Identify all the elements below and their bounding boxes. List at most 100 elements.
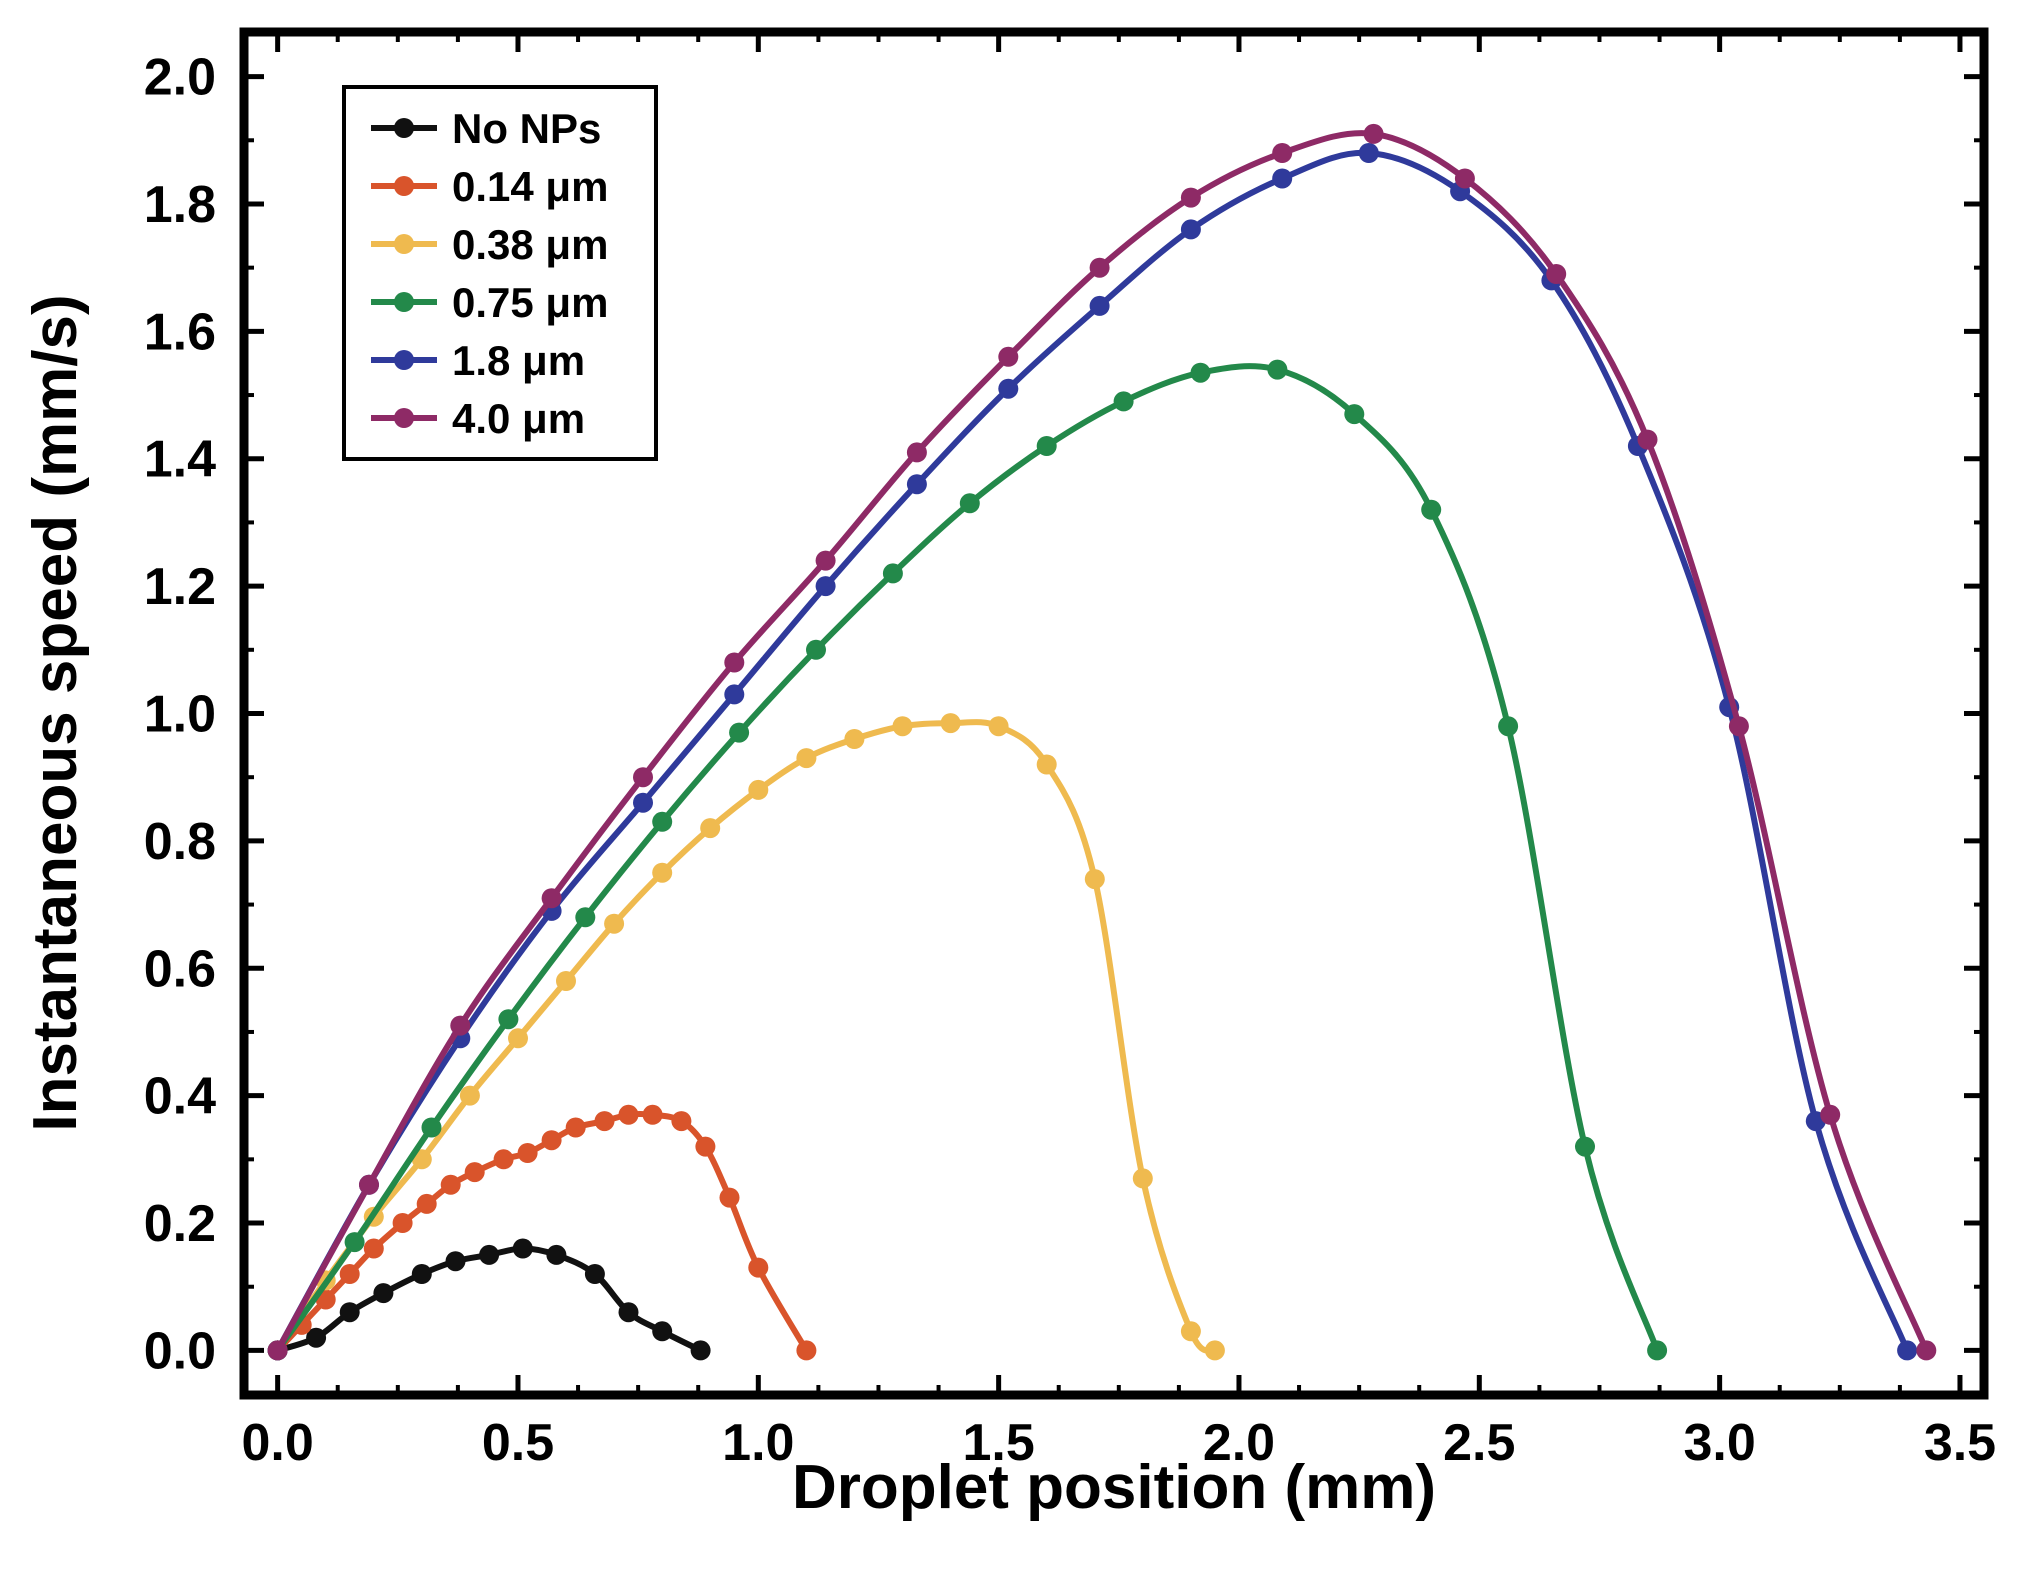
data-point xyxy=(411,1264,432,1284)
data-point xyxy=(748,779,769,800)
legend-item: 0.38 μm xyxy=(371,221,608,268)
x-tick-label: 3.5 xyxy=(1924,1414,1996,1472)
data-point xyxy=(1132,1168,1153,1189)
data-point xyxy=(359,1174,379,1195)
data-point xyxy=(719,1187,740,1208)
y-tick-label: 1.2 xyxy=(144,558,216,616)
data-point xyxy=(1089,257,1110,278)
data-point xyxy=(1344,404,1365,425)
legend-label: 4.0 μm xyxy=(452,395,585,442)
data-point xyxy=(1421,499,1442,520)
data-point xyxy=(652,1321,673,1342)
data-point xyxy=(344,1232,365,1253)
legend-item: 0.75 μm xyxy=(371,279,608,326)
legend-label: 0.38 μm xyxy=(452,221,608,268)
data-point xyxy=(373,1283,394,1304)
data-point xyxy=(541,888,562,909)
x-tick-label: 1.5 xyxy=(962,1414,1034,1472)
data-point xyxy=(1546,264,1567,284)
legend-label: 0.75 μm xyxy=(452,279,608,326)
data-point xyxy=(724,684,745,705)
legend-marker xyxy=(394,408,414,428)
data-point xyxy=(1498,716,1519,737)
data-point xyxy=(1575,1136,1595,1157)
legend-marker xyxy=(394,350,414,370)
data-point xyxy=(459,1085,480,1106)
data-point xyxy=(479,1244,500,1265)
data-point xyxy=(594,1111,615,1132)
legend-label: No NPs xyxy=(452,105,601,152)
data-point xyxy=(498,1009,519,1030)
x-tick-label: 2.0 xyxy=(1203,1414,1275,1472)
data-point xyxy=(556,971,576,991)
data-point xyxy=(1897,1340,1918,1361)
y-tick-labels: 0.0 0.2 0.4 0.6 0.8 1.0 1.2 1.4 1.6 1.8 2.0 xyxy=(144,49,216,1381)
data-point xyxy=(450,1015,471,1036)
data-point xyxy=(815,550,836,571)
legend-marker xyxy=(394,118,414,138)
y-tick-label: 1.6 xyxy=(144,303,216,361)
data-point xyxy=(671,1111,692,1132)
legend-item: 0.14 μm xyxy=(371,163,608,210)
data-point xyxy=(1916,1340,1937,1361)
data-point xyxy=(1272,168,1293,189)
x-axis-title: Droplet position (mm) xyxy=(792,1453,1436,1522)
data-point xyxy=(1113,391,1134,412)
data-point xyxy=(584,1264,605,1284)
x-tick-label: 3.0 xyxy=(1683,1414,1755,1472)
data-point xyxy=(541,1130,562,1151)
data-point xyxy=(642,1104,663,1125)
data-point xyxy=(1084,869,1105,890)
legend-marker xyxy=(394,176,414,196)
legend-label: 1.8 μm xyxy=(452,337,585,384)
x-tick-label: 0.5 xyxy=(482,1414,554,1472)
data-point xyxy=(1272,143,1293,163)
data-point xyxy=(1454,168,1475,189)
y-axis-title: Instantaneous speed (mm/s) xyxy=(21,294,90,1131)
data-point xyxy=(1190,362,1211,383)
data-point xyxy=(512,1238,533,1259)
data-point xyxy=(1036,754,1057,775)
data-point xyxy=(508,1028,528,1049)
x-tick-label: 0.0 xyxy=(241,1414,313,1472)
data-point xyxy=(1728,716,1749,737)
data-point xyxy=(1180,187,1201,208)
data-point xyxy=(892,716,913,737)
data-point xyxy=(633,767,653,788)
data-point xyxy=(445,1251,466,1272)
data-point xyxy=(517,1143,538,1163)
legend-item: 4.0 μm xyxy=(371,395,585,442)
y-tick-label: 0.2 xyxy=(144,1195,216,1253)
data-point xyxy=(998,378,1019,399)
data-point xyxy=(416,1193,437,1214)
data-point xyxy=(440,1174,461,1195)
data-point xyxy=(988,716,1009,737)
data-point xyxy=(998,346,1019,367)
data-point xyxy=(1267,359,1288,380)
data-point xyxy=(940,713,961,734)
data-point xyxy=(724,652,745,673)
data-point xyxy=(1647,1340,1668,1361)
data-point xyxy=(363,1238,384,1259)
data-point xyxy=(464,1162,485,1183)
series-1 xyxy=(267,1104,817,1361)
data-point xyxy=(565,1117,586,1138)
series-layer xyxy=(267,123,1937,1361)
data-point xyxy=(575,907,596,928)
data-point xyxy=(1180,219,1201,240)
data-point xyxy=(1363,123,1384,144)
data-point xyxy=(493,1149,514,1170)
data-point xyxy=(1820,1104,1841,1125)
data-point xyxy=(618,1104,639,1125)
legend-box xyxy=(342,85,658,461)
data-point xyxy=(796,748,817,769)
data-point xyxy=(604,913,625,934)
data-point xyxy=(690,1340,711,1361)
data-point xyxy=(633,792,653,813)
data-point xyxy=(306,1327,327,1348)
data-point xyxy=(421,1117,442,1138)
data-point xyxy=(906,474,927,495)
y-tick-label: 1.4 xyxy=(144,431,216,489)
